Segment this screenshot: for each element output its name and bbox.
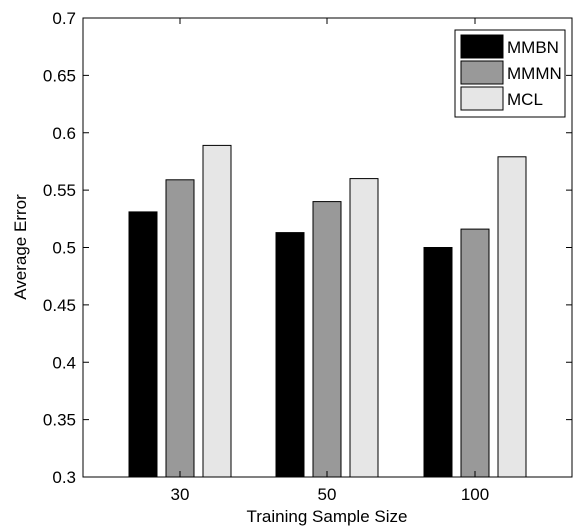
bar-mmmn-50 — [312, 201, 342, 478]
y-tick-label: 0.6 — [52, 124, 76, 143]
y-tick-label: 0.5 — [52, 239, 76, 258]
x-axis-title: Training Sample Size — [247, 507, 408, 526]
bar-mmbn-50 — [275, 232, 305, 478]
bar-mcl-30 — [202, 144, 232, 478]
bar-mmmn-30 — [165, 179, 195, 478]
bar-mmbn-30 — [128, 211, 158, 478]
legend-items: MMBN MMMN MCL — [460, 34, 562, 111]
x-tick-label: 30 — [171, 485, 190, 504]
legend-swatch-mmmn — [460, 60, 504, 85]
y-tick-label: 0.3 — [52, 468, 76, 487]
legend-swatch-mmbn — [460, 34, 504, 59]
legend-swatch-mcl — [460, 86, 504, 111]
y-axis-title: Average Error — [11, 194, 30, 300]
legend-label-mcl: MCL — [507, 90, 543, 109]
y-tick-label: 0.35 — [43, 411, 76, 430]
ticks-layer: 0.3 0.35 0.4 0.45 0.5 0.55 0.6 0.65 0.7 30 50 100 — [43, 9, 572, 504]
legend-label-mmmn: MMMN — [507, 64, 562, 83]
y-tick-label: 0.4 — [52, 353, 76, 372]
y-tick-label: 0.45 — [43, 296, 76, 315]
y-tick-label: 0.65 — [43, 66, 76, 85]
x-tick-label: 100 — [461, 485, 489, 504]
legend-label-mmbn: MMBN — [507, 38, 559, 57]
x-tick-label: 50 — [318, 485, 337, 504]
bar-mcl-50 — [349, 178, 379, 478]
bar-mmbn-100 — [423, 247, 453, 478]
bar-mmmn-100 — [460, 228, 490, 478]
y-tick-label: 0.7 — [52, 9, 76, 28]
bars-layer — [128, 144, 527, 478]
y-tick-label: 0.55 — [43, 181, 76, 200]
legend: MMBN MMMN MCL — [454, 29, 566, 118]
bar-mcl-100 — [497, 156, 527, 478]
